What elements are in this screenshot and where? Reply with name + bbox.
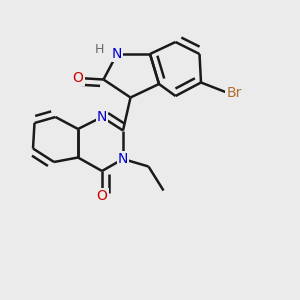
- Text: N: N: [112, 47, 122, 61]
- Text: O: O: [97, 190, 107, 203]
- Text: H: H: [94, 43, 104, 56]
- Text: O: O: [73, 71, 83, 85]
- Text: N: N: [97, 110, 107, 124]
- Text: Br: Br: [226, 86, 242, 100]
- Text: N: N: [118, 152, 128, 166]
